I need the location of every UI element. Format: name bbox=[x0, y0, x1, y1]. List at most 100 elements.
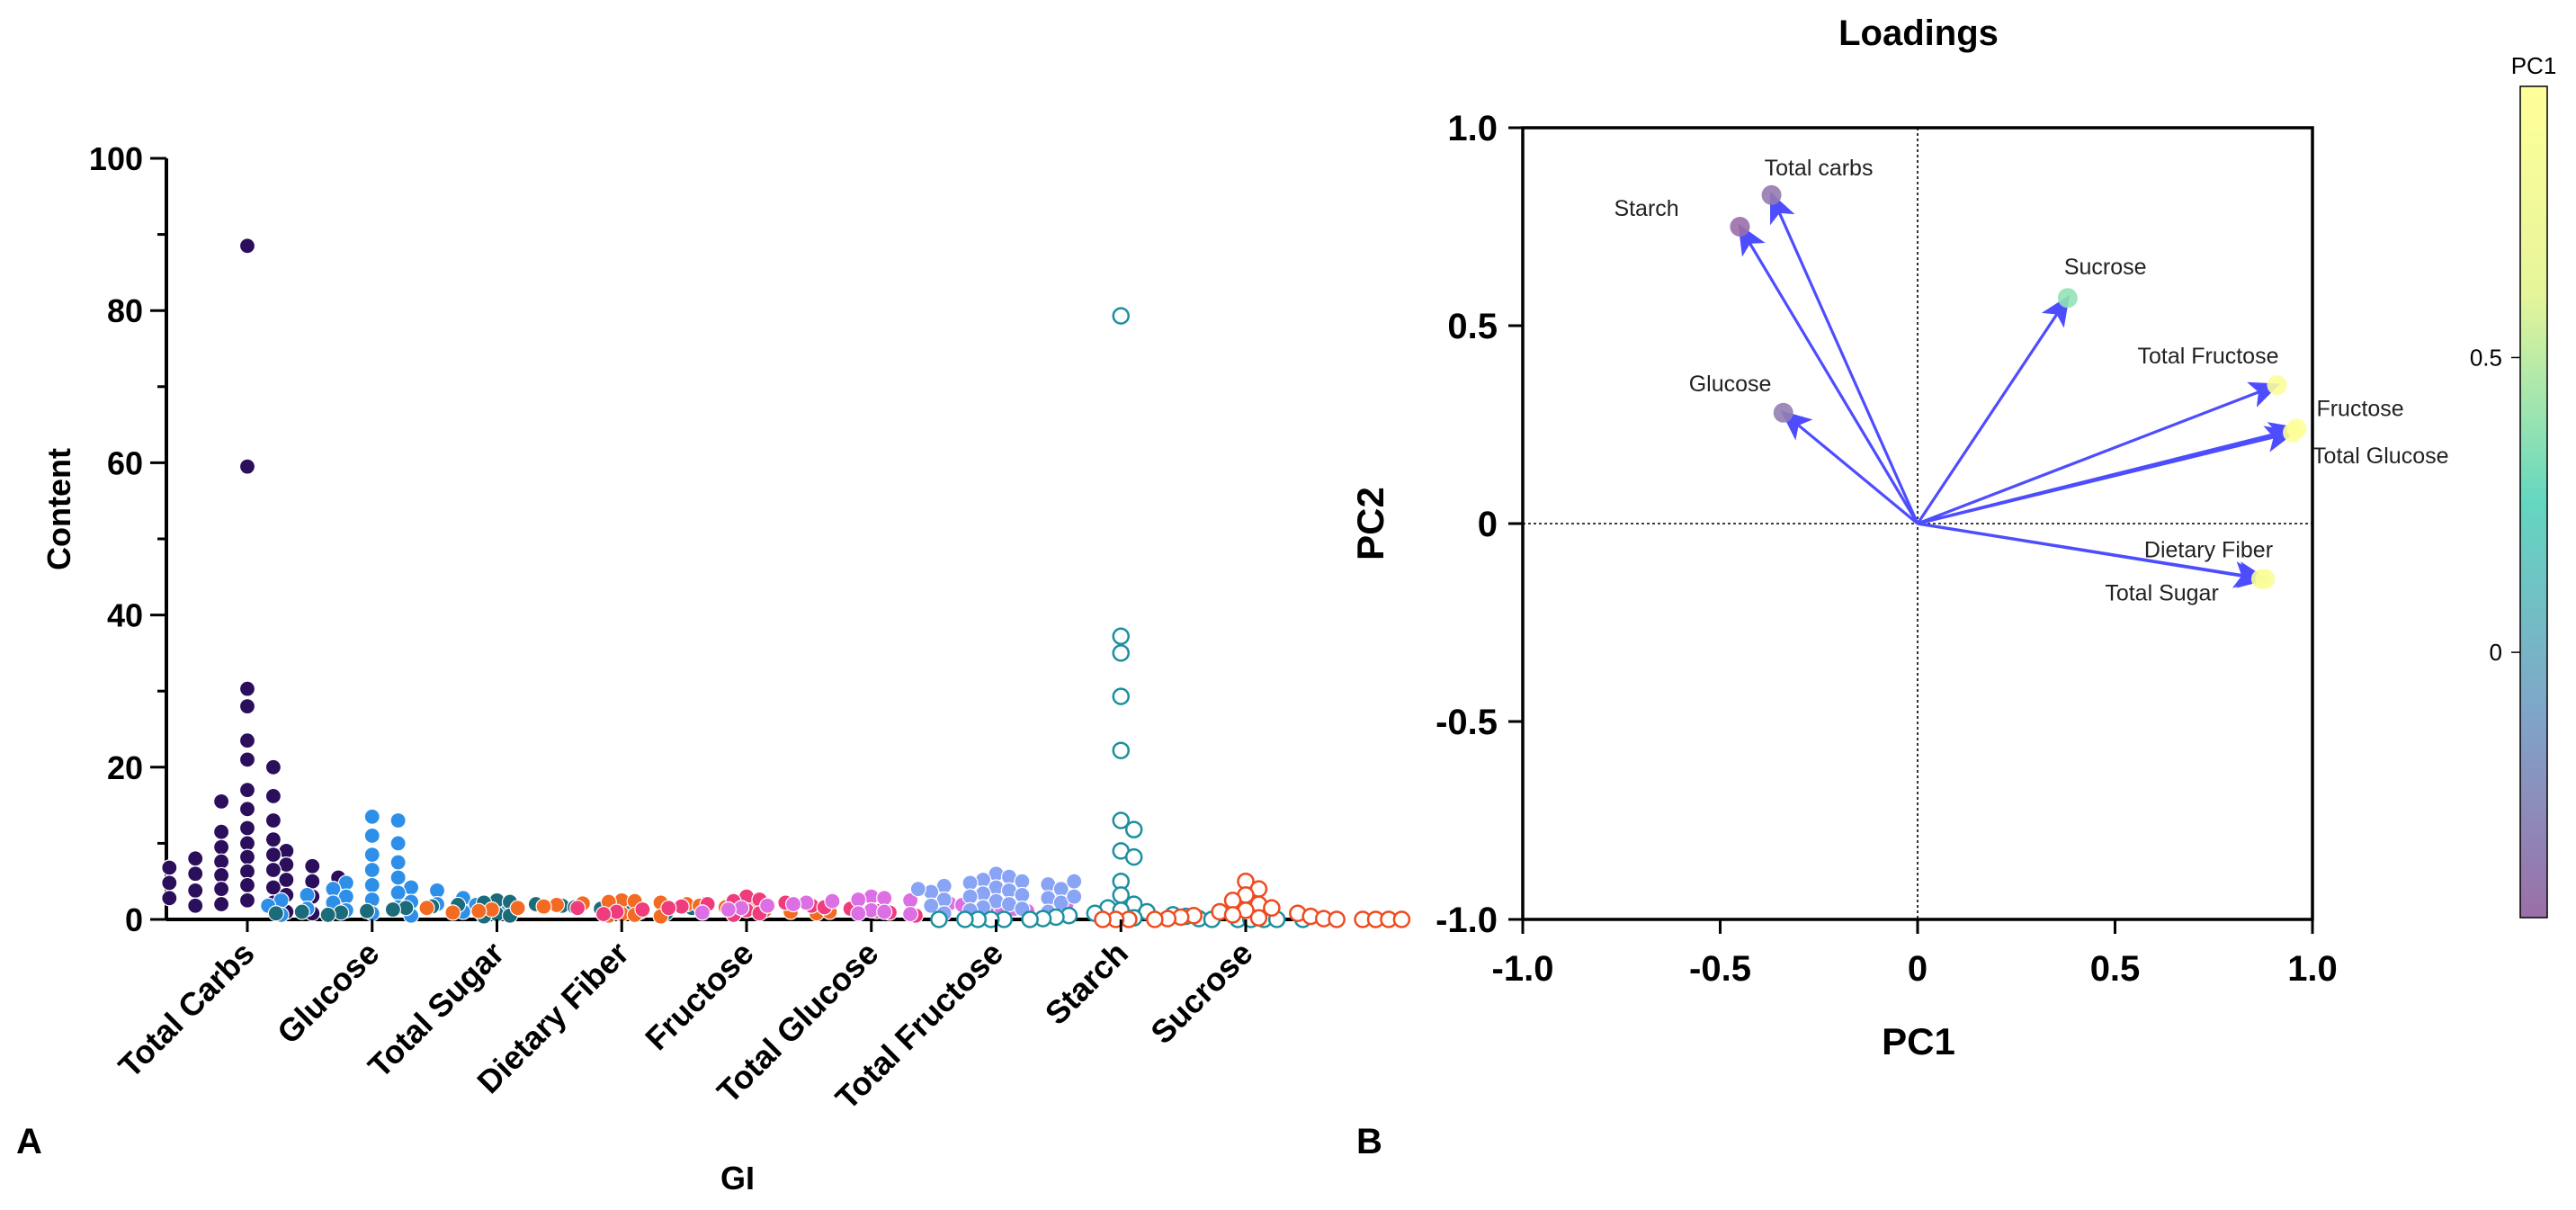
panel-a-y-tick-label: 80 bbox=[107, 292, 143, 329]
panel-a-point bbox=[213, 881, 230, 898]
panel-a-point bbox=[238, 848, 256, 865]
panel-a-point bbox=[238, 698, 256, 715]
panel-a-letter: A bbox=[16, 1122, 42, 1161]
panel-b-y-axis-title: PC2 bbox=[1349, 487, 1391, 560]
panel-b-point-label: Total Sugar bbox=[2105, 581, 2218, 606]
panel-b-title: Loadings bbox=[1838, 13, 1999, 53]
panel-a-point bbox=[1112, 741, 1130, 759]
panel-b-y-tick-label: -0.5 bbox=[1436, 703, 1498, 742]
panel-a-point bbox=[509, 900, 526, 917]
panel-a-category-label: Glucose bbox=[270, 935, 386, 1051]
panel-a-point bbox=[1112, 644, 1130, 662]
panel-a-category-label: Sucrose bbox=[1143, 935, 1259, 1051]
panel-b-x-tick-label: 0 bbox=[1908, 949, 1928, 989]
panel-a-point bbox=[930, 910, 948, 928]
panel-a-points bbox=[161, 238, 1411, 928]
panel-a-point bbox=[161, 890, 178, 907]
panel-a-point bbox=[876, 890, 893, 907]
panel-a-point bbox=[634, 901, 651, 919]
panel-b-point-label: Dietary Fiber bbox=[2144, 538, 2273, 563]
panel-b-arrow bbox=[1916, 294, 2071, 524]
panel-a-axes bbox=[165, 158, 1311, 921]
panel-a-point bbox=[187, 865, 204, 883]
panel-a-point bbox=[299, 886, 316, 904]
panel-a-point bbox=[1112, 687, 1130, 705]
panel-a-point bbox=[363, 861, 380, 879]
panel-a-point bbox=[267, 905, 284, 922]
panel-a-point bbox=[428, 882, 446, 899]
panel-a-point bbox=[238, 458, 256, 475]
panel-a-point bbox=[304, 857, 321, 874]
panel-a-point bbox=[319, 906, 336, 924]
panel-b-arrow bbox=[1917, 381, 2281, 525]
panel-a-point bbox=[418, 900, 435, 917]
panel-a-point bbox=[293, 903, 310, 920]
panel-b-letter: B bbox=[1356, 1122, 1382, 1161]
panel-a-point bbox=[238, 801, 256, 818]
panel-b-point bbox=[2255, 569, 2276, 589]
panel-b-arrow bbox=[1738, 223, 1919, 524]
panel-b-point-label: Sucrose bbox=[2064, 255, 2147, 280]
panel-a-point bbox=[569, 900, 586, 917]
panel-b-point bbox=[1761, 184, 1782, 205]
panel-a-point bbox=[660, 900, 677, 917]
panel-b-loadings-chart: Loadings -1.0 -0.5 0 0.5 1.0-1.0-0.500.51.0 … bbox=[1349, 13, 2556, 1161]
panel-b-x-axis-title: PC1 bbox=[1882, 1020, 1955, 1062]
panel-a-point bbox=[264, 861, 282, 879]
panel-a-point bbox=[850, 905, 867, 922]
panel-a-point bbox=[264, 787, 282, 805]
panel-a-y-ticks: 0 20 40 60 80 100 bbox=[89, 140, 166, 938]
panel-a-point bbox=[187, 882, 204, 899]
panel-a-point bbox=[384, 901, 401, 919]
panel-a-point bbox=[213, 853, 230, 870]
panel-a-point bbox=[1066, 888, 1083, 905]
panel-a-point bbox=[187, 897, 204, 914]
panel-a-point bbox=[389, 811, 407, 829]
colorbar: PC1 0.5 0 bbox=[2470, 52, 2556, 919]
panel-a-point bbox=[389, 835, 407, 852]
panel-a-point bbox=[264, 811, 282, 829]
panel-a-point bbox=[1112, 811, 1130, 829]
panel-a-y-tick-label: 40 bbox=[107, 597, 143, 634]
panel-b-point-labels: Total carbs Starch Sucrose Glucose Total Fru… bbox=[1614, 156, 2448, 606]
panel-a-point bbox=[693, 904, 711, 921]
colorbar-tick-label: 0.5 bbox=[2470, 344, 2502, 371]
panel-b-point-label: Starch bbox=[1614, 196, 1678, 221]
panel-b-y-tick-label: 1.0 bbox=[1447, 109, 1498, 148]
panel-a-point bbox=[187, 850, 204, 867]
panel-b-x-tick-label: -1.0 bbox=[1492, 949, 1554, 989]
panel-b-y-tick-label: -1.0 bbox=[1436, 901, 1498, 940]
panel-a-point bbox=[1263, 899, 1281, 918]
panel-a-point bbox=[1014, 873, 1031, 890]
panel-a-category-label: Starch bbox=[1038, 935, 1135, 1032]
panel-a-point bbox=[213, 793, 230, 810]
panel-a-y-axis-title: Content bbox=[40, 448, 77, 570]
panel-a-point bbox=[213, 823, 230, 840]
panel-a-point bbox=[1146, 910, 1164, 928]
panel-a-point bbox=[363, 827, 380, 845]
panel-a-category-label: Total Carbs bbox=[112, 935, 262, 1085]
panel-a-point bbox=[1112, 307, 1130, 325]
panel-a-y-tick-label: 20 bbox=[107, 749, 143, 786]
panel-b-arrow bbox=[1917, 522, 2269, 588]
colorbar-bar bbox=[2519, 85, 2548, 919]
panel-a-point bbox=[1066, 873, 1083, 890]
panel-a-y-tick-label: 0 bbox=[125, 901, 143, 938]
panel-b-point bbox=[2283, 422, 2303, 443]
colorbar-tick-label: 0 bbox=[2490, 639, 2502, 666]
panel-b-arrow bbox=[1917, 426, 2296, 525]
panel-b-x-tick-label: 1.0 bbox=[2287, 949, 2338, 989]
panel-a-point bbox=[238, 820, 256, 837]
panel-a-point bbox=[389, 854, 407, 871]
panel-a-point bbox=[358, 902, 376, 919]
panel-a-point bbox=[470, 902, 487, 919]
panel-a-x-axis-title: GI bbox=[720, 1160, 755, 1197]
panel-b-ticks: -1.0 -0.5 0 0.5 1.0 -1.0 -0.5 0 0.5 1.0 bbox=[1436, 109, 2338, 989]
panel-b-y-tick-label: 0.5 bbox=[1447, 307, 1498, 346]
panel-a-point bbox=[956, 910, 974, 928]
panel-b-arrows bbox=[1738, 192, 2301, 588]
panel-a-y-tick-label: 60 bbox=[107, 444, 143, 481]
panel-a-point bbox=[595, 905, 613, 923]
